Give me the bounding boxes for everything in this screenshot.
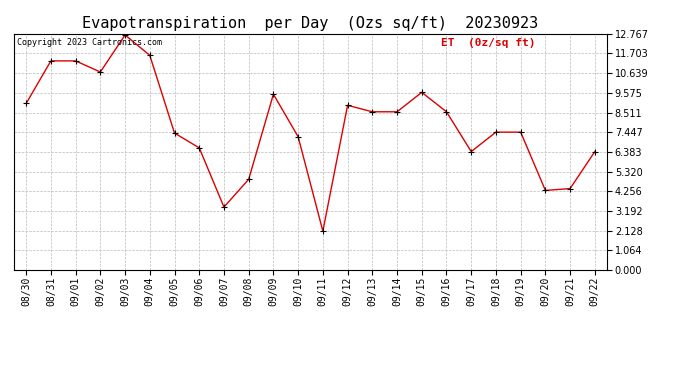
- Text: Copyright 2023 Cartronics.com: Copyright 2023 Cartronics.com: [17, 39, 161, 48]
- Text: ET  (0z/sq ft): ET (0z/sq ft): [441, 39, 535, 48]
- Title: Evapotranspiration  per Day  (Ozs sq/ft)  20230923: Evapotranspiration per Day (Ozs sq/ft) 2…: [82, 16, 539, 31]
